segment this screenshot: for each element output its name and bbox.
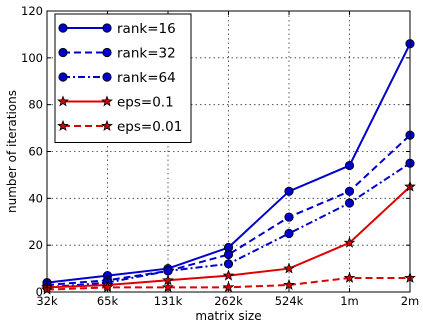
x-tick-labels: 32k 65k 131k 262k 524k 1m 2m xyxy=(36,11,419,308)
legend-marker xyxy=(102,72,112,82)
y-tick-label: 40 xyxy=(28,191,43,205)
legend-label: eps=0.01 xyxy=(117,119,182,135)
data-point xyxy=(343,271,356,283)
data-point xyxy=(343,236,356,248)
data-point xyxy=(222,269,235,281)
x-tick-label: 524k xyxy=(275,294,304,308)
data-point xyxy=(284,212,294,222)
legend-entry: rank=32 xyxy=(58,46,176,62)
x-tick-label: 262k xyxy=(214,294,243,308)
y-tick-label: 100 xyxy=(21,51,43,65)
data-point xyxy=(284,228,294,239)
legend-entry: eps=0.01 xyxy=(57,119,182,135)
x-tick-label: 65k xyxy=(97,294,119,308)
data-point xyxy=(223,249,234,260)
x-tick-label: 1m xyxy=(340,294,359,308)
x-axis-label: matrix size xyxy=(195,309,261,323)
legend-marker xyxy=(102,47,112,58)
y-tick-label: 20 xyxy=(28,238,43,252)
legend-entry: rank=64 xyxy=(58,70,176,86)
data-point xyxy=(283,278,295,290)
legend-marker xyxy=(58,23,68,33)
x-tick-label: 32k xyxy=(36,294,58,308)
legend-label: rank=16 xyxy=(117,21,176,37)
y-tick-label: 120 xyxy=(21,4,43,18)
data-point xyxy=(162,281,174,293)
x-tick-label: 131k xyxy=(154,294,183,308)
legend-label: eps=0.1 xyxy=(117,95,174,111)
legend: rank=16 rank=32 rank=64 eps=0.1 eps=0.01 xyxy=(54,13,192,143)
legend-marker xyxy=(57,119,69,131)
y-axis-label: number of iterations xyxy=(5,90,19,213)
y-tick-label: 60 xyxy=(28,145,43,159)
legend-marker xyxy=(58,72,68,82)
legend-entry: rank=16 xyxy=(58,21,176,37)
legend-marker xyxy=(57,95,69,107)
x-tick-label: 2m xyxy=(401,294,420,308)
y-tick-labels: 0 20 40 60 80 100 120 xyxy=(21,4,410,299)
data-point xyxy=(101,281,114,293)
legend-marker xyxy=(102,23,112,33)
plot-frame xyxy=(46,10,411,293)
y-tick-label: 0 xyxy=(36,285,43,299)
legend-label: rank=32 xyxy=(117,46,176,62)
data-point xyxy=(283,262,295,274)
legend-box xyxy=(54,13,192,143)
legend-entry: eps=0.1 xyxy=(57,95,174,111)
legend-label: rank=64 xyxy=(117,70,176,86)
data-point xyxy=(344,160,355,171)
legend-marker xyxy=(58,47,68,58)
data-point xyxy=(163,266,173,276)
data-point xyxy=(344,198,355,208)
data-point xyxy=(284,186,294,196)
legend-marker xyxy=(101,95,113,107)
data-point xyxy=(223,259,234,269)
y-tick-label: 80 xyxy=(28,98,43,112)
data-point xyxy=(344,186,355,196)
legend-marker xyxy=(101,119,113,131)
data-point xyxy=(222,281,235,293)
